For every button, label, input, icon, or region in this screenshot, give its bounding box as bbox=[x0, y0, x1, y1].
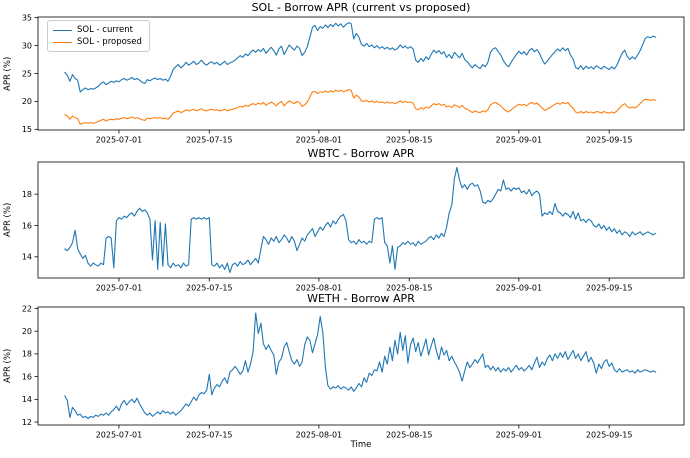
legend-label-current: SOL - current bbox=[77, 25, 133, 35]
x-tick-label: 2025-07-01 bbox=[96, 136, 143, 145]
subplot-sol: 15 20 25 30 35 2025-07-01 2025-07-15 2025-08-01… bbox=[22, 13, 685, 145]
y-tick-label: 30 bbox=[22, 41, 32, 50]
x-tick-label: 2025-09-15 bbox=[586, 284, 633, 293]
y-tick-label: 12 bbox=[22, 418, 32, 427]
x-tick-label: 2025-08-15 bbox=[386, 136, 433, 145]
series-line-wbtc bbox=[64, 166, 657, 274]
y-tick-label: 20 bbox=[22, 327, 32, 336]
x-tick-label: 2025-07-01 bbox=[96, 431, 143, 440]
y-tick-label: 18 bbox=[22, 350, 32, 359]
y-tick-label: 16 bbox=[22, 372, 32, 381]
x-tick-label: 2025-09-01 bbox=[496, 136, 543, 145]
y-tick-label: 20 bbox=[22, 97, 32, 106]
axes-frame bbox=[37, 16, 685, 131]
x-tick-label: 2025-09-15 bbox=[586, 136, 633, 145]
legend-entry-proposed: SOL - proposed bbox=[53, 36, 142, 48]
y-tick-label: 25 bbox=[22, 69, 32, 78]
x-tick-label: 2025-09-01 bbox=[496, 284, 543, 293]
y-tick-label: 14 bbox=[22, 395, 32, 404]
x-axis-label: Time bbox=[350, 440, 372, 450]
x-tick-label: 2025-08-15 bbox=[386, 284, 433, 293]
x-tick-label: 2025-07-15 bbox=[186, 431, 233, 440]
axes-frame bbox=[37, 161, 685, 279]
x-tick-label: 2025-09-01 bbox=[496, 431, 543, 440]
legend-label-proposed: SOL - proposed bbox=[77, 37, 142, 47]
series-line-sol bbox=[64, 22, 657, 93]
y-tick-label: 15 bbox=[22, 125, 32, 134]
x-tick-label: 2025-07-15 bbox=[186, 284, 233, 293]
weth-chart-title: WETH - Borrow APR bbox=[307, 292, 415, 305]
y-tick-label: 14 bbox=[22, 253, 32, 262]
series-line-sol bbox=[64, 89, 657, 125]
sol-legend: SOL - current SOL - proposed bbox=[47, 20, 150, 52]
y-tick-label: 22 bbox=[22, 304, 32, 313]
subplot-weth: 12 14 16 18 20 22 2025-07-01 2025-07-15 2025-08-… bbox=[22, 304, 685, 440]
x-tick-label: 2025-08-01 bbox=[296, 136, 343, 145]
subplot-wbtc: 14 16 18 2025-07-01 2025-07-15 2025-08-01 2025… bbox=[22, 161, 685, 293]
x-tick-label: 2025-08-15 bbox=[386, 431, 433, 440]
x-tick-label: 2025-07-01 bbox=[96, 284, 143, 293]
x-tick-label: 2025-09-15 bbox=[586, 431, 633, 440]
x-tick-label: 2025-07-15 bbox=[186, 136, 233, 145]
legend-entry-current: SOL - current bbox=[53, 24, 142, 36]
y-tick-label: 35 bbox=[22, 13, 32, 22]
series-line-weth bbox=[64, 312, 657, 420]
y-tick-label: 18 bbox=[22, 190, 32, 199]
line-swatch-icon bbox=[53, 29, 72, 31]
axes-frame bbox=[37, 306, 685, 426]
x-tick-label: 2025-08-01 bbox=[296, 431, 343, 440]
wbtc-chart-title: WBTC - Borrow APR bbox=[307, 147, 415, 160]
line-swatch-icon bbox=[53, 41, 72, 43]
sol-chart-title: SOL - Borrow APR (current vs proposed) bbox=[251, 1, 471, 14]
x-tick-label: 2025-08-01 bbox=[296, 284, 343, 293]
y-tick-label: 16 bbox=[22, 221, 32, 230]
